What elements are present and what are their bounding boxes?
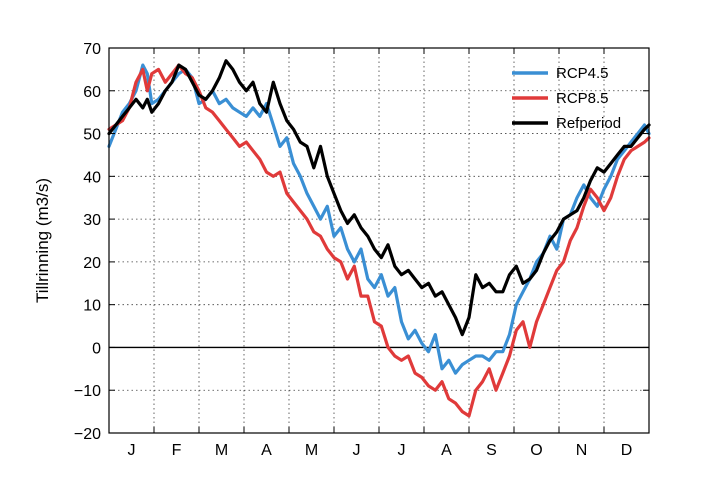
y-tick-label: −20 (74, 426, 101, 443)
y-tick-labels: −20 −10 0 10 20 30 40 50 60 70 (74, 41, 101, 443)
x-tick-label: N (576, 442, 588, 459)
x-tick-label: S (486, 442, 497, 459)
x-tick-label: M (305, 442, 318, 459)
series-lines (107, 59, 651, 418)
x-tick-label: J (398, 442, 406, 459)
x-tick-label: A (441, 442, 452, 459)
series-line-rcp8-5 (107, 63, 651, 418)
legend-label: RCP4.5 (556, 65, 609, 82)
x-tick-label: D (621, 442, 633, 459)
y-tick-label: 30 (83, 212, 101, 229)
x-tick-label: J (128, 442, 136, 459)
x-tick-label: O (530, 442, 542, 459)
y-tick-label: 0 (92, 340, 101, 357)
x-tick-label: A (261, 442, 272, 459)
y-tick-label: 40 (83, 169, 101, 186)
x-tick-label: J (353, 442, 361, 459)
y-axis-title: Tillrinning (m3/s) (33, 178, 52, 303)
legend-label: RCP8.5 (556, 90, 609, 107)
y-tick-label: −10 (74, 383, 101, 400)
y-tick-label: 50 (83, 127, 101, 144)
series-line-refperiod (107, 59, 651, 337)
y-tick-label: 10 (83, 298, 101, 315)
grid (109, 48, 649, 433)
axis-ticks (109, 47, 649, 434)
y-tick-label: 60 (83, 84, 101, 101)
y-tick-label: 20 (83, 255, 101, 272)
y-tick-label: 70 (83, 41, 101, 58)
x-tick-label: M (215, 442, 228, 459)
x-tick-label: F (172, 442, 182, 459)
legend: RCP4.5 RCP8.5 Refperiod (512, 65, 621, 132)
legend-label: Refperiod (556, 115, 621, 132)
